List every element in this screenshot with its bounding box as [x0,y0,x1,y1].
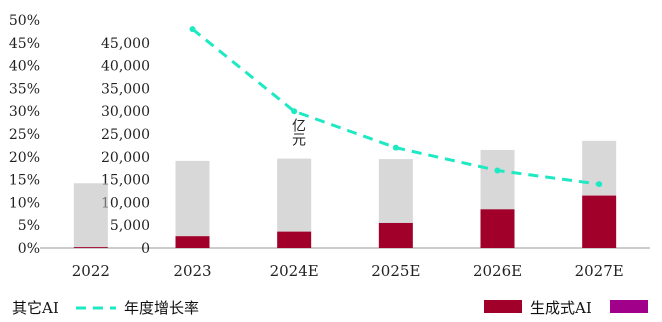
bar-other-ai [277,158,312,232]
bar-other-ai [73,183,108,248]
growth-rate-point [291,108,298,115]
x-tick-label: 2026E [473,262,522,280]
legend-swatch-genai [484,300,522,313]
bar-other-ai [480,149,515,210]
y-tick-label: 40,000 [101,59,150,75]
y2-tick-label: 5% [18,218,40,234]
y-tick-label: 15,000 [101,173,150,189]
legend-label-other-ai: 其它AI [12,299,59,317]
x-tick-label: 2022 [72,262,110,280]
bar-genai [175,236,210,248]
bar-genai [582,195,617,248]
y2-tick-label: 30% [9,104,40,120]
y2-tick-label: 10% [9,195,40,211]
y-tick-label: 35,000 [101,81,150,97]
x-tick-label: 2023 [173,262,211,280]
y2-tick-label: 50% [9,13,40,29]
y2-tick-label: 25% [9,127,40,143]
growth-rate-point [494,167,501,174]
bar-other-ai [582,140,617,196]
legend-swatch-other [610,300,648,313]
y-tick-label: 20,000 [101,150,150,166]
y-tick-label: 45,000 [101,36,150,52]
bar-genai [480,209,515,248]
y-axis-unit-label: 亿元 [290,118,306,147]
legend-label-genai: 生成式AI [530,299,592,317]
bar-genai [277,231,312,248]
y-tick-label: 25,000 [101,127,150,143]
y2-tick-label: 35% [9,81,40,97]
growth-rate-point [596,181,603,188]
y2-tick-label: 45% [9,36,40,52]
legend-label-growth: 年度增长率 [124,299,199,317]
x-tick-label: 2024E [270,262,319,280]
bar-other-ai [378,159,413,223]
y-tick-label: 5,000 [110,218,150,234]
y2-tick-label: 20% [9,150,40,166]
y-tick-label: 30,000 [101,104,150,120]
y2-tick-label: 40% [9,59,40,75]
y2-tick-label: 15% [9,173,40,189]
y-tick-label: 10,000 [101,195,150,211]
y-tick-label: 0 [141,241,150,257]
x-tick-label: 2025E [371,262,420,280]
x-tick-label: 2027E [575,262,624,280]
growth-rate-point [392,144,399,151]
y2-tick-label: 0% [18,241,40,257]
growth-rate-point [189,26,196,33]
bar-genai [73,247,108,248]
bar-genai [378,222,413,248]
bar-other-ai [175,160,210,237]
